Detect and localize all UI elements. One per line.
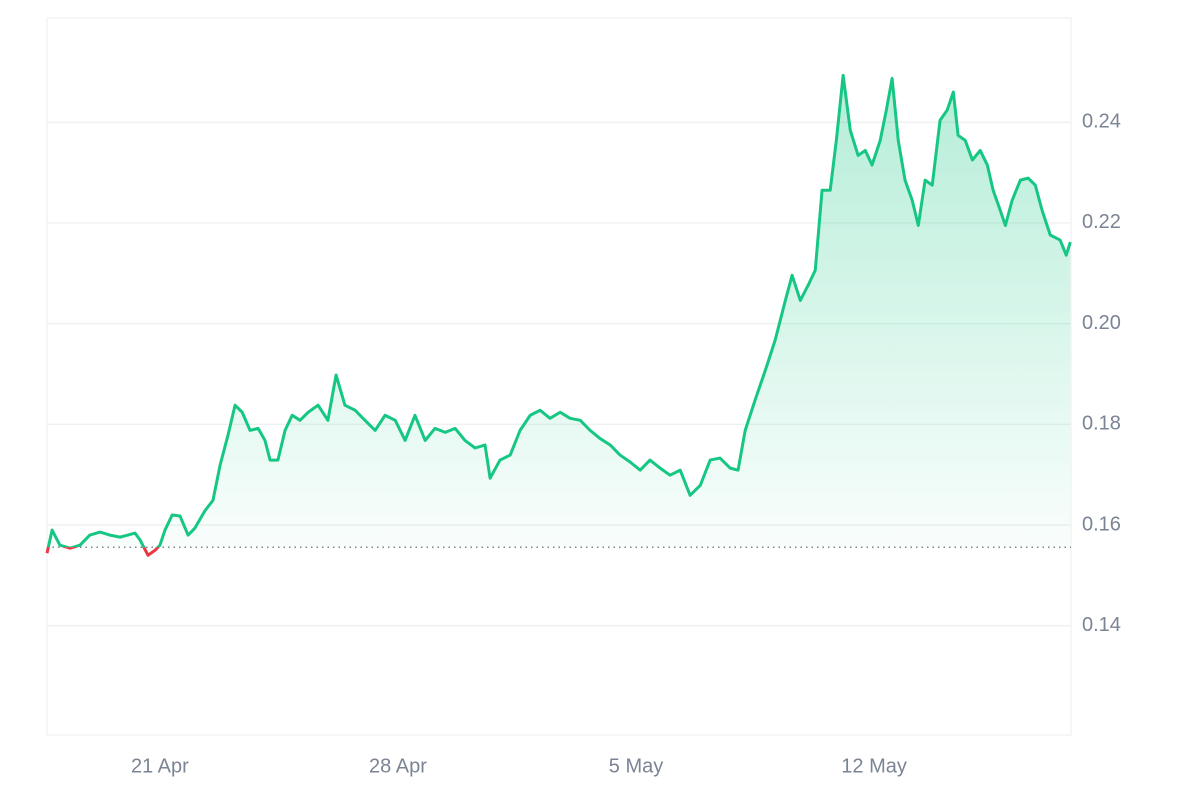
price-line-up [46,73,1072,548]
x-tick-label: 21 Apr [131,755,189,777]
y-tick-label: 0.14 [1082,614,1121,636]
price-area [47,75,1071,548]
x-tick-label: 28 Apr [369,755,427,777]
y-tick-label: 0.16 [1082,513,1121,535]
plot-frame [46,17,1072,736]
y-tick-label: 0.20 [1082,312,1121,334]
y-tick-label: 0.24 [1082,111,1121,133]
x-tick-label: 12 May [841,755,907,777]
y-tick-label: 0.22 [1082,211,1121,233]
y-tick-label: 0.18 [1082,413,1121,435]
x-tick-label: 5 May [609,755,663,777]
